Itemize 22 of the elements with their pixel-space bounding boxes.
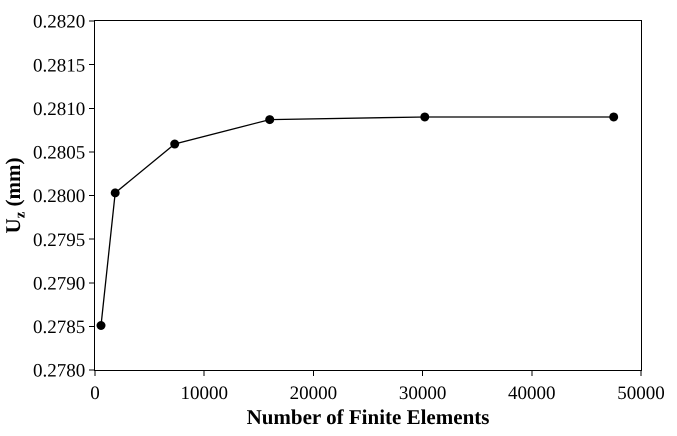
- y-tick-label: 0.2815: [32, 55, 86, 76]
- y-tick-label: 0.2800: [32, 186, 86, 208]
- y-tick-label: 0.2805: [32, 142, 86, 164]
- y-tick-label: 0.2790: [32, 273, 86, 294]
- point: [96, 321, 106, 330]
- y-tick-label: 0.2810: [32, 98, 86, 120]
- x-tick-label: 50000: [617, 382, 665, 404]
- x-tick-label: 30000: [398, 382, 446, 404]
- point: [420, 112, 430, 122]
- y-tick-label: 0.2795: [32, 230, 86, 251]
- point: [110, 188, 120, 198]
- x-axis-title: Number of Finite Elements: [246, 405, 490, 429]
- point: [170, 140, 180, 149]
- x-tick-label: 20000: [290, 382, 338, 404]
- x-tick-label: 40000: [508, 382, 556, 404]
- x-tick-label: 0: [90, 382, 100, 404]
- y-tick-label: 0.2785: [32, 317, 86, 338]
- y-tick-label: 0.2780: [32, 360, 86, 382]
- y-tick-label: 0.2820: [32, 12, 86, 33]
- point: [609, 112, 618, 122]
- point: [265, 115, 274, 124]
- x-tick-label: 10000: [180, 382, 228, 404]
